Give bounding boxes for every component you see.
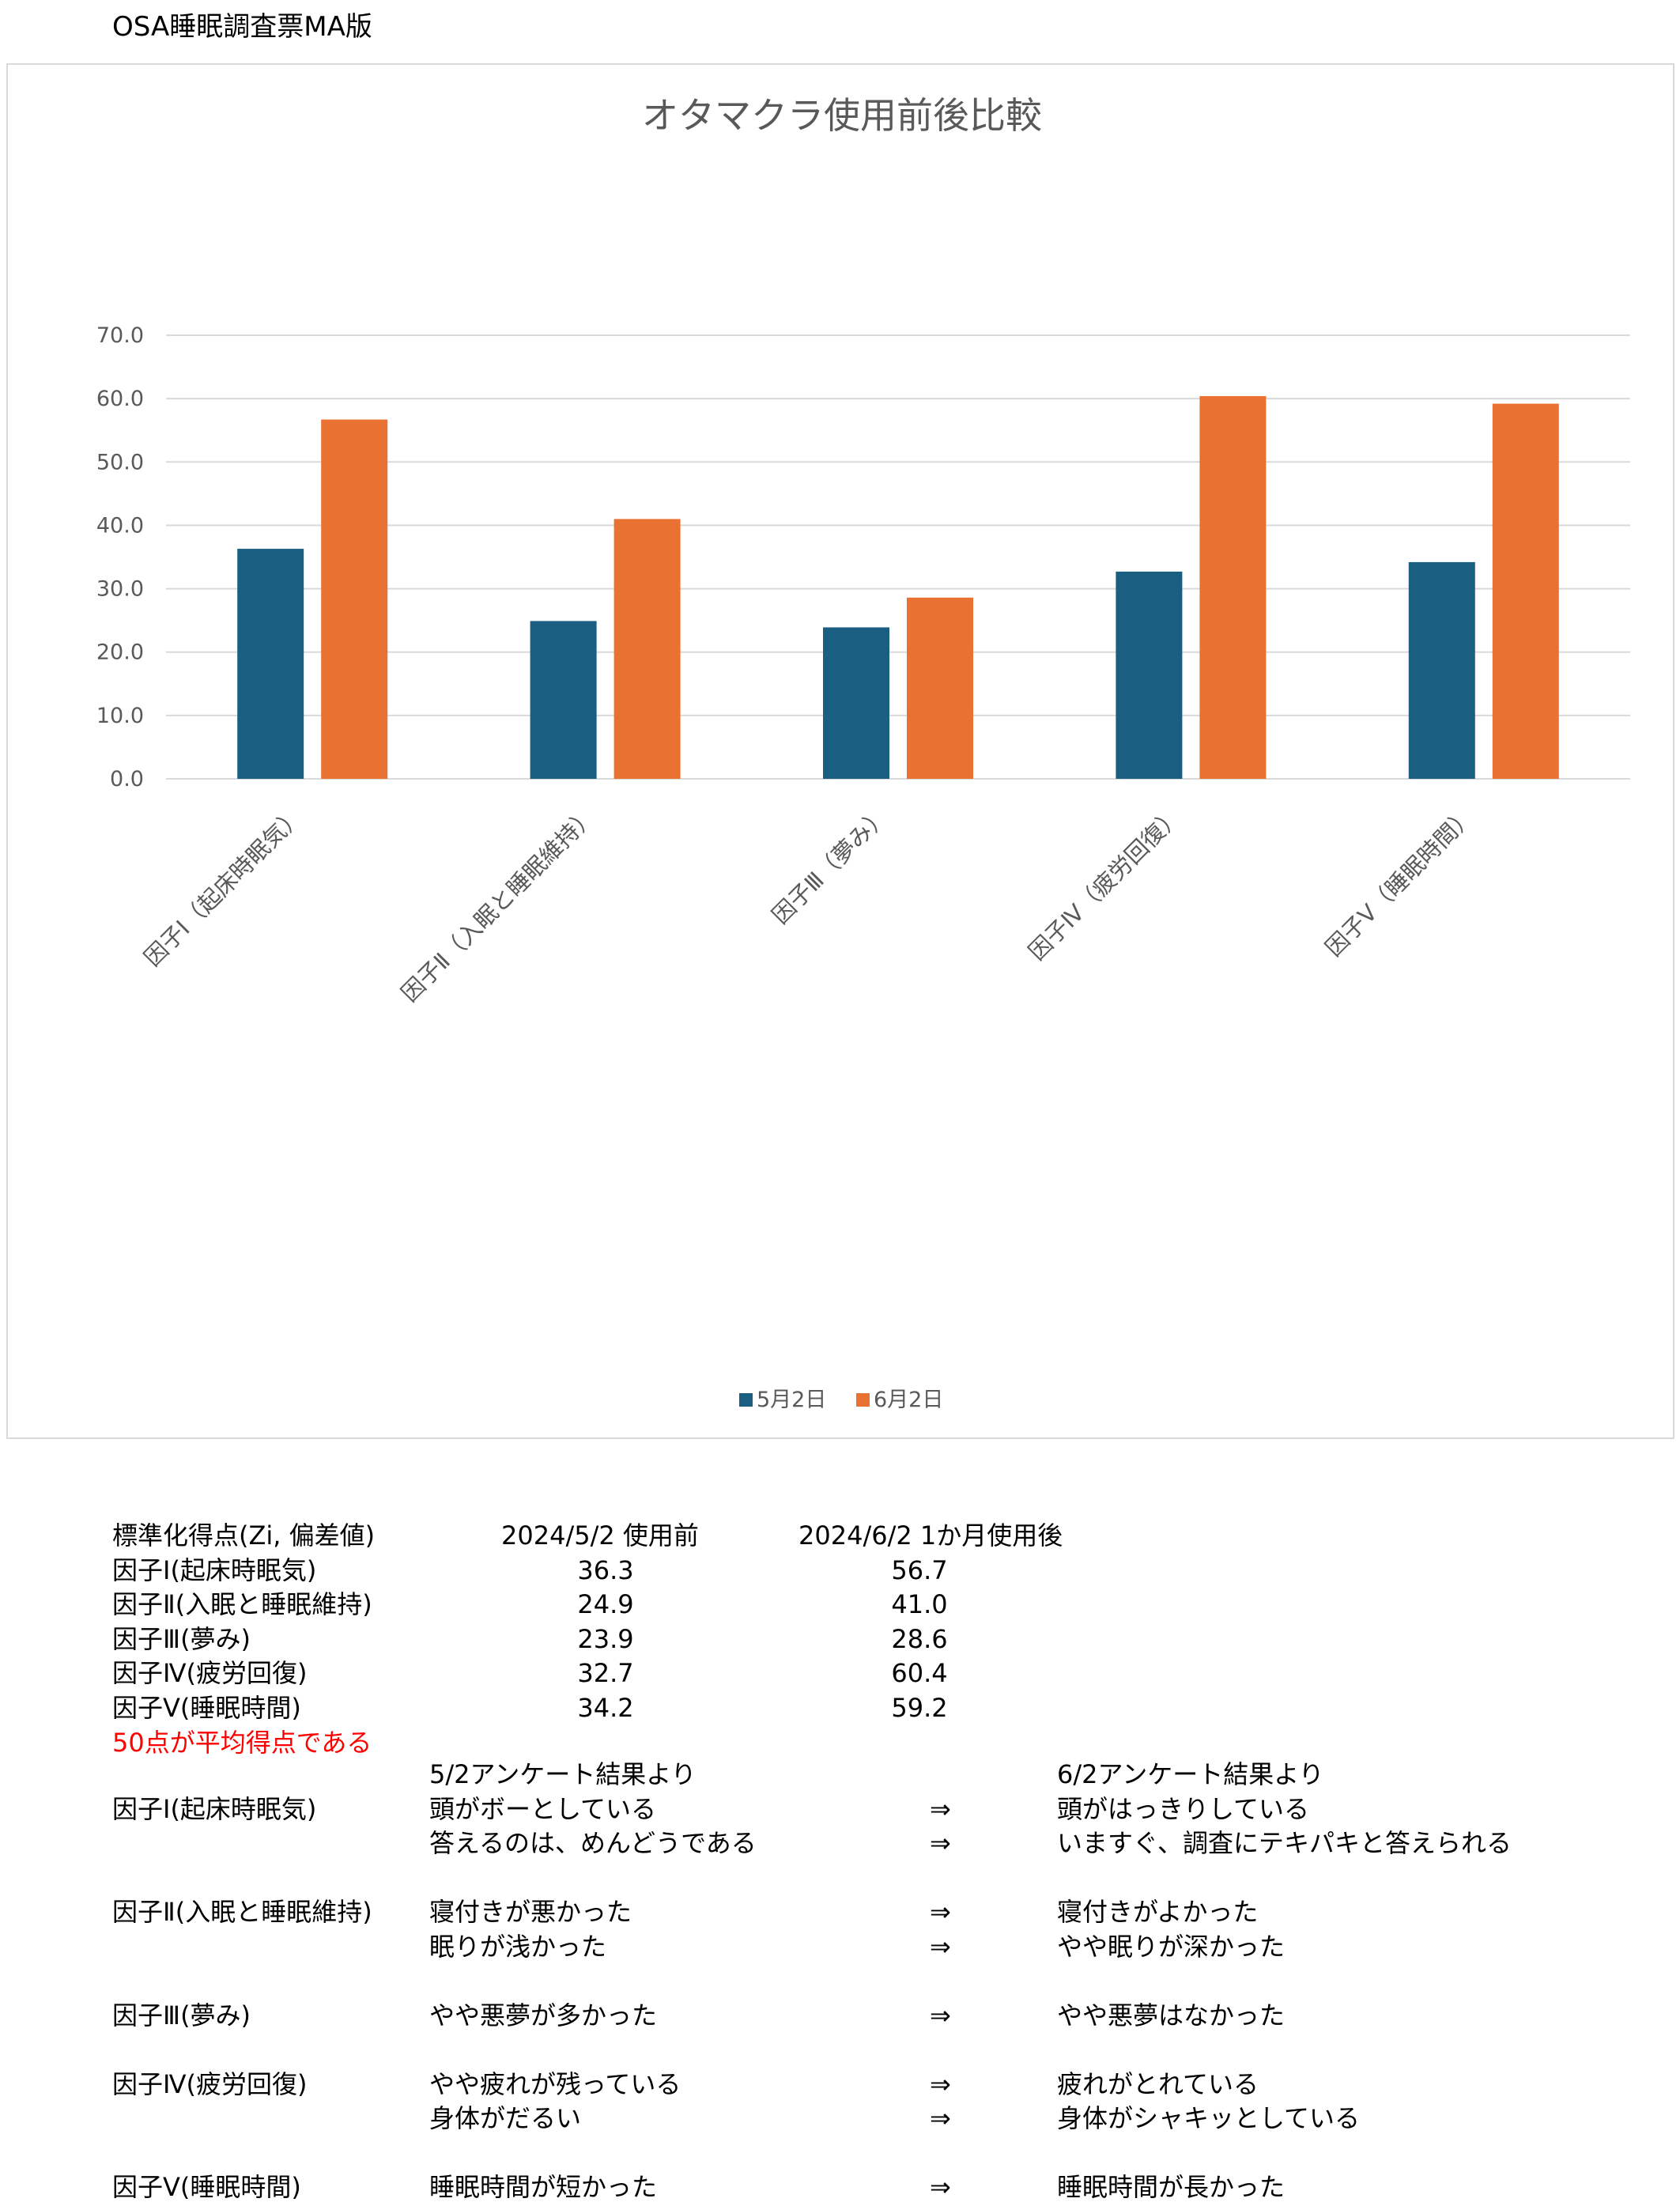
- arrow-icon: ⇒: [930, 1828, 951, 1858]
- legend-label: 5月2日: [757, 1388, 826, 1412]
- table-header-label: 標準化得点(Zi, 偏差値): [112, 1520, 376, 1551]
- after-header: 6/2アンケート結果より: [1057, 1759, 1324, 1789]
- bar-may2-3: [823, 627, 889, 779]
- bar-may2-2: [530, 621, 597, 779]
- comment-before: やや疲れが残っている: [429, 2069, 681, 2099]
- comment-factor: 因子Ⅲ(夢み): [112, 2000, 251, 2030]
- table-value-before: 32.7: [577, 1658, 634, 1689]
- comment-after: 寝付きがよかった: [1057, 1897, 1259, 1927]
- bar-jun2-3: [907, 597, 973, 779]
- x-tick-label: 因子Ⅱ（入眠と睡眠維持）: [396, 802, 602, 1007]
- table-row-label: 因子Ⅲ(夢み): [112, 1623, 251, 1654]
- x-tick-label: 因子Ⅲ（夢み）: [767, 802, 894, 929]
- table-value-after: 28.6: [891, 1623, 948, 1654]
- table-header-after: 2024/6/2 1か月使用後: [798, 1520, 1063, 1551]
- arrow-icon: ⇒: [930, 2000, 951, 2030]
- table-row-label: 因子Ⅳ(疲労回復): [112, 1658, 308, 1689]
- before-header: 5/2アンケート結果より: [429, 1759, 697, 1789]
- table-header-before: 2024/5/2 使用前: [501, 1520, 699, 1551]
- comment-after: 睡眠時間が長かった: [1057, 2172, 1285, 2202]
- table-value-before: 24.9: [577, 1589, 634, 1620]
- table-value-after: 56.7: [891, 1554, 948, 1585]
- comment-before: 答えるのは、めんどうである: [429, 1828, 757, 1858]
- table-value-after: 59.2: [891, 1693, 948, 1723]
- comment-after: やや悪夢はなかった: [1057, 2000, 1285, 2030]
- arrow-icon: ⇒: [930, 2103, 951, 2133]
- arrow-icon: ⇒: [930, 1794, 951, 1824]
- comment-after: 身体がシャキッとしている: [1057, 2103, 1361, 2133]
- page-title: OSA睡眠調査票MA版: [112, 11, 372, 43]
- comment-before: 身体がだるい: [429, 2103, 582, 2133]
- table-row-label: 因子Ⅴ(睡眠時間): [112, 1693, 301, 1723]
- y-tick-label: 50.0: [96, 450, 144, 474]
- table-value-before: 34.2: [577, 1693, 634, 1723]
- comment-after: 頭がはっきりしている: [1057, 1794, 1310, 1824]
- table-value-before: 23.9: [577, 1623, 634, 1654]
- x-tick-label: 因子Ⅳ（疲労回復）: [1023, 802, 1187, 965]
- comment-factor: 因子Ⅴ(睡眠時間): [112, 2172, 301, 2202]
- bar-jun2-2: [613, 519, 681, 779]
- y-tick-label: 0.0: [110, 767, 144, 791]
- x-tick-label: 因子Ⅰ（起床時眠気）: [138, 802, 308, 972]
- bar-may2-4: [1116, 571, 1183, 779]
- table-row-label: 因子Ⅱ(入眠と睡眠維持): [112, 1589, 372, 1620]
- comment-before: 眠りが浅かった: [429, 1932, 607, 1962]
- y-tick-label: 10.0: [96, 704, 144, 728]
- y-tick-label: 20.0: [96, 640, 144, 665]
- comment-before: 頭がボーとしている: [429, 1794, 657, 1824]
- comment-before: 寝付きが悪かった: [429, 1897, 632, 1927]
- bar-may2-5: [1408, 561, 1475, 779]
- table-value-after: 60.4: [891, 1658, 948, 1689]
- y-tick-label: 30.0: [96, 577, 144, 602]
- comment-factor: 因子Ⅰ(起床時眠気): [112, 1794, 317, 1824]
- comment-after: やや眠りが深かった: [1057, 1932, 1285, 1962]
- y-tick-label: 40.0: [96, 513, 144, 538]
- y-tick-label: 60.0: [96, 387, 144, 411]
- arrow-icon: ⇒: [930, 2069, 951, 2099]
- comment-factor: 因子Ⅱ(入眠と睡眠維持): [112, 1897, 372, 1927]
- bar-may2-1: [237, 549, 304, 779]
- chart: オタマクラ使用前後比較 0.0 10.0 20.0 30.0 40.0 50.0 60.0 7…: [6, 63, 1674, 1439]
- table-value-after: 41.0: [891, 1589, 948, 1620]
- arrow-icon: ⇒: [930, 2172, 951, 2202]
- legend-swatch: [739, 1393, 753, 1407]
- bar-jun2-5: [1492, 403, 1559, 779]
- arrow-icon: ⇒: [930, 1932, 951, 1962]
- table-row-label: 因子Ⅰ(起床時眠気): [112, 1554, 317, 1585]
- comment-after: いますぐ、調査にテキパキと答えられる: [1057, 1828, 1512, 1858]
- legend-swatch: [856, 1393, 870, 1407]
- comment-after: 疲れがとれている: [1057, 2069, 1259, 2099]
- comment-before: 睡眠時間が短かった: [429, 2172, 658, 2202]
- table-value-before: 36.3: [577, 1554, 634, 1585]
- arrow-icon: ⇒: [930, 1897, 951, 1927]
- x-tick-label: 因子Ⅴ（睡眠時間）: [1320, 802, 1480, 961]
- chart-title: オタマクラ使用前後比較: [642, 94, 1042, 137]
- y-tick-label: 70.0: [96, 323, 144, 348]
- comment-before: やや悪夢が多かった: [429, 2000, 658, 2030]
- legend-label: 6月2日: [874, 1388, 943, 1412]
- bar-jun2-4: [1199, 395, 1267, 779]
- average-note: 50点が平均得点である: [112, 1727, 372, 1758]
- chart-svg: オタマクラ使用前後比較 0.0 10.0 20.0 30.0 40.0 50.0 60.0 7…: [96, 94, 1630, 1412]
- comment-factor: 因子Ⅳ(疲労回復): [112, 2069, 308, 2099]
- bar-jun2-1: [321, 419, 388, 779]
